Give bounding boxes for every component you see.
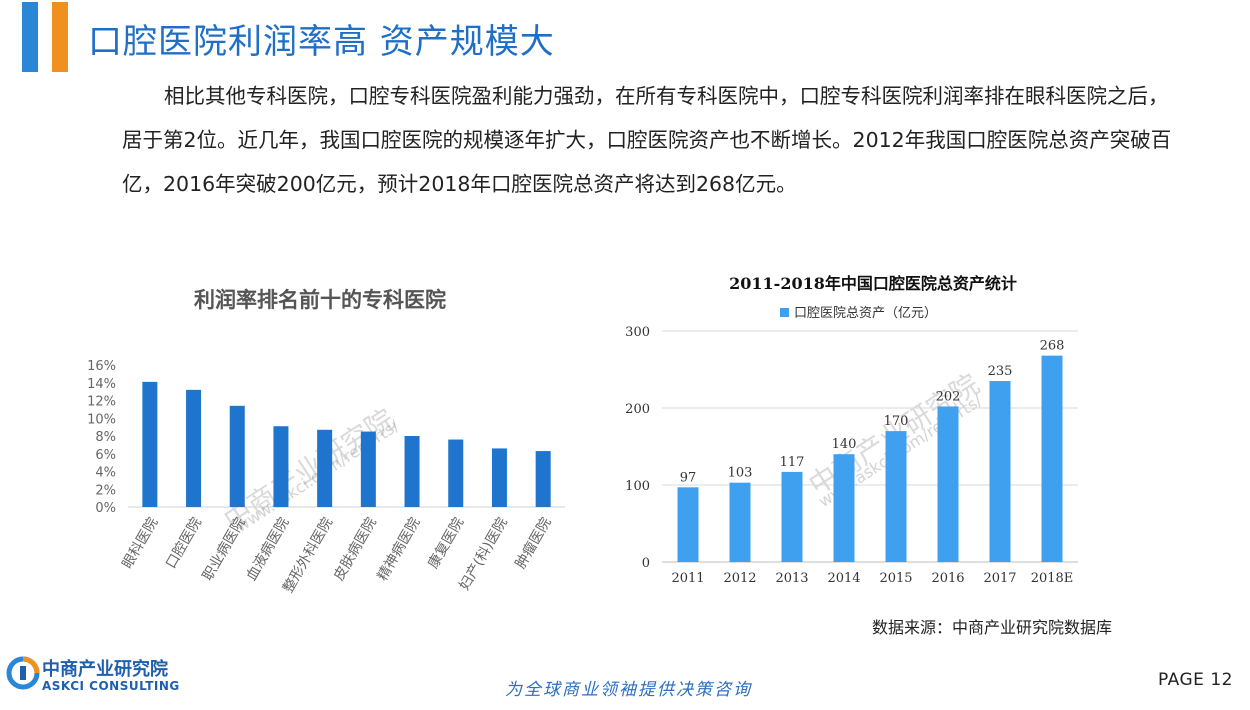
right-bar [989,381,1011,562]
right-x-tick: 2016 [931,571,964,586]
right-data-label: 202 [936,389,961,404]
left-y-tick: 4% [95,466,116,481]
right-x-tick: 2012 [723,571,756,586]
left-y-tick: 12% [87,395,116,410]
right-x-tick: 2011 [671,571,704,586]
right-data-label: 140 [832,437,857,452]
right-bar [729,482,751,562]
right-bar [937,406,959,562]
right-bar [781,471,803,562]
legend-swatch [780,308,789,317]
right-data-label: 235 [988,364,1013,379]
right-bar [1041,355,1063,562]
right-bar [833,454,855,562]
right-bar [885,431,907,562]
left-y-tick: 2% [95,483,116,498]
page-title: 口腔医院利润率高 资产规模大 [88,22,555,62]
data-source: 数据来源：中商产业研究院数据库 [872,618,1113,637]
right-x-tick: 2015 [879,571,912,586]
left-y-tick: 6% [95,448,116,463]
right-data-label: 103 [728,466,753,481]
right-data-label: 97 [680,470,697,485]
left-bar [142,381,158,507]
left-bar [448,439,464,507]
right-bar [677,487,699,562]
header-accent-orange [52,2,68,72]
askci-logo-icon [6,656,40,690]
footer-slogan: 为全球商业领袖提供决策咨询 [505,680,752,700]
page-number: PAGE 12 [1158,670,1233,690]
right-x-tick: 2014 [827,571,860,586]
right-chart-legend: 口腔医院总资产（亿元） [780,302,937,321]
left-chart-title: 利润率排名前十的专科医院 [194,288,446,312]
logo-cn-text: 中商产业研究院 [42,659,168,680]
left-bar [360,431,376,507]
right-y-tick: 200 [625,402,650,417]
right-data-label: 117 [780,455,805,470]
left-bar [317,429,333,507]
right-chart-title: 2011-2018年中国口腔医院总资产统计 [729,274,1017,293]
left-bar [404,436,420,507]
left-y-tick: 0% [95,501,116,516]
right-y-tick: 0 [642,556,650,571]
right-y-tick: 100 [625,479,650,494]
left-bar [229,405,245,507]
header-accent-blue [22,2,38,72]
right-x-tick: 2017 [983,571,1016,586]
legend-label: 口腔医院总资产（亿元） [794,306,938,321]
right-x-tick: 2018E [1031,571,1074,586]
left-chart: 0%2%4%6%8%10%12%14%16%眼科医院 口腔医院职业病医院血液病医院… [87,359,565,596]
right-data-label: 170 [884,414,909,429]
right-x-tick: 2013 [775,571,808,586]
left-bar [535,451,551,507]
left-bar [186,389,202,507]
left-y-tick: 14% [87,377,116,392]
right-chart: 0 100 200 300 97 2011 103 2012 117 2013 140 2014 170… [625,325,1078,586]
right-y-tick: 300 [625,325,650,340]
left-y-tick: 10% [87,412,116,427]
left-y-tick: 8% [95,430,116,445]
left-bar [273,426,289,507]
left-y-tick: 16% [87,359,116,374]
intro-paragraph: 相比其他专科医院，口腔专科医院盈利能力强劲，在所有专科医院中，口腔专科医院利润率… [122,84,1172,196]
logo-en-text: ASKCI CONSULTING [42,679,180,693]
left-bar [491,448,507,507]
right-data-label: 268 [1040,339,1065,354]
